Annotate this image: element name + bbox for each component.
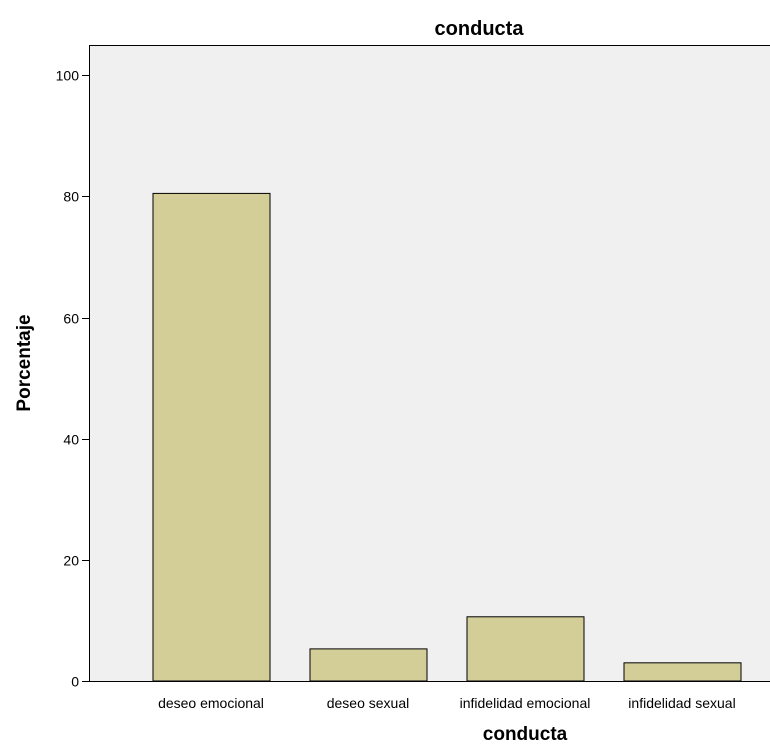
x-category-label: infidelidad sexual — [628, 695, 735, 711]
bar — [152, 192, 271, 682]
x-categories-layer: deseo emocional deseo sexual infidelidad e… — [158, 695, 736, 711]
y-tick-label: 40 — [63, 432, 79, 448]
y-ticks-layer: 0 20 40 60 80 100 — [56, 68, 89, 690]
axes-layer — [89, 45, 770, 682]
bar — [309, 648, 428, 682]
y-tick-label: 20 — [63, 553, 79, 569]
bars-layer — [152, 192, 742, 682]
bar — [623, 662, 742, 682]
chart-title: conducta — [435, 18, 525, 40]
y-tick-label: 0 — [71, 674, 79, 690]
x-category-label: infidelidad emocional — [460, 695, 591, 711]
y-tick-label: 80 — [63, 189, 79, 205]
x-category-label: deseo sexual — [327, 695, 410, 711]
x-category-label: deseo emocional — [158, 695, 264, 711]
y-axis-label: Porcentaje — [14, 314, 35, 411]
x-axis-label: conducta — [483, 724, 568, 745]
y-tick-label: 100 — [56, 68, 80, 84]
y-tick-label: 60 — [63, 311, 79, 327]
bar — [466, 616, 585, 682]
